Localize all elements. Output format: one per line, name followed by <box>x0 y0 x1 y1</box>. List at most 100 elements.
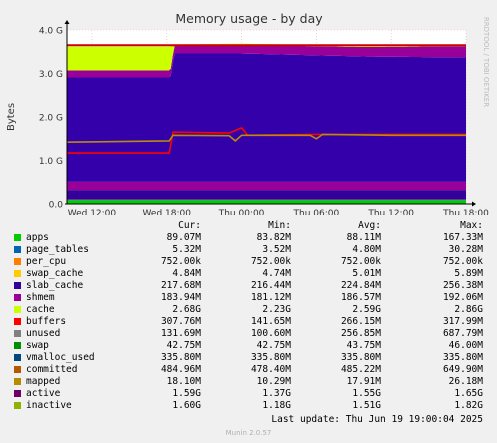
legend-name: vmalloc_used <box>26 352 95 363</box>
legend-name: unused <box>26 328 61 339</box>
legend-min: 478.40M <box>250 364 291 375</box>
legend-swatch <box>14 402 21 409</box>
legend-max: 649.90M <box>442 364 483 375</box>
legend-item: inactive 1.60G 1.18G 1.51G 1.82G <box>0 400 497 412</box>
legend-item: per_cpu 752.00k 752.00k 752.00k 752.00k <box>0 256 497 268</box>
legend-cur: 217.68M <box>160 280 201 291</box>
legend-min: 10.29M <box>256 376 291 387</box>
legend-min: 1.18G <box>262 400 291 411</box>
legend-name: committed <box>26 364 78 375</box>
legend-header-min: Min: <box>268 220 291 231</box>
x-tick-label: Thu 00:00 <box>218 209 265 215</box>
legend-avg: 5.01M <box>352 268 381 279</box>
legend-max: 46.00M <box>448 340 483 351</box>
chart-title: Memory usage - by day <box>175 11 323 26</box>
area-buffers <box>67 45 466 78</box>
legend-swatch <box>14 258 21 265</box>
watermark: RRDTOOL / TOBI OETIKER <box>482 17 490 107</box>
legend-min: 4.74M <box>262 268 291 279</box>
legend-min: 1.37G <box>262 388 291 399</box>
legend-item: swap_cache 4.84M 4.74M 5.01M 5.89M <box>0 268 497 280</box>
legend-name: inactive <box>26 400 72 411</box>
legend-header-avg: Avg: <box>358 220 381 231</box>
line-inactive <box>66 133 466 143</box>
legend-item: vmalloc_used 335.80M 335.80M 335.80M 335.80M <box>0 352 497 364</box>
legend-swatch <box>14 246 21 253</box>
legend-name: buffers <box>26 316 67 327</box>
legend-avg: 1.51G <box>352 400 381 411</box>
legend-max: 30.28M <box>448 244 483 255</box>
legend-name: slab_cache <box>26 280 84 291</box>
legend-name: page_tables <box>26 244 89 255</box>
x-tick-label: Thu 18:00 <box>442 209 489 215</box>
last-update: Last update: Thu Jun 19 19:00:04 2025 <box>271 414 483 425</box>
legend-swatch <box>14 390 21 397</box>
legend-max: 5.89M <box>454 268 483 279</box>
area-apps <box>67 200 466 204</box>
legend-min: 752.00k <box>250 256 291 267</box>
legend-avg: 186.57M <box>340 292 381 303</box>
legend-avg: 266.15M <box>340 316 381 327</box>
legend-swatch <box>14 270 21 277</box>
area-unused <box>67 43 466 71</box>
legend-item: slab_cache 217.68M 216.44M 224.84M 256.38M <box>0 280 497 292</box>
y-tick-label: 3.0 G <box>39 70 63 80</box>
legend-cur: 5.32M <box>172 244 201 255</box>
legend-min: 3.52M <box>262 244 291 255</box>
legend-name: swap_cache <box>26 268 84 279</box>
legend-swatch <box>14 306 21 313</box>
legend-cur: 183.94M <box>160 292 201 303</box>
legend-header: Cur: Min: Avg: Max: <box>0 220 497 232</box>
legend-max: 2.86G <box>454 304 483 315</box>
legend-cur: 18.10M <box>166 376 201 387</box>
legend-cur: 484.96M <box>160 364 201 375</box>
x-axis-arrow <box>472 201 476 207</box>
memory-usage-chart: 0.0 1.0 G 2.0 G 3.0 G 4.0 G Wed 12:00 Wed 18:0… <box>6 11 490 215</box>
legend-cur: 89.07M <box>166 232 201 243</box>
legend-cur: 131.69M <box>160 328 201 339</box>
legend-max: 687.79M <box>442 328 483 339</box>
legend-swatch <box>14 318 21 325</box>
legend-name: shmem <box>26 292 55 303</box>
y-axis-arrow <box>64 20 70 24</box>
area-shmem <box>67 181 466 191</box>
legend-cur: 307.76M <box>160 316 201 327</box>
legend-avg: 2.59G <box>352 304 381 315</box>
legend-item: active 1.59G 1.37G 1.55G 1.65G <box>0 388 497 400</box>
legend-cur: 42.75M <box>166 340 201 351</box>
legend-header-max: Max: <box>460 220 483 231</box>
legend-cur: 335.80M <box>160 352 201 363</box>
legend-swatch <box>14 354 21 361</box>
legend-swatch <box>14 342 21 349</box>
legend-name: mapped <box>26 376 61 387</box>
legend-max: 317.99M <box>442 316 483 327</box>
legend-item: apps 89.07M 83.82M 88.11M 167.33M <box>0 232 497 244</box>
y-tick-label: 2.0 G <box>39 114 63 124</box>
legend-min: 335.80M <box>250 352 291 363</box>
legend-max: 256.38M <box>442 280 483 291</box>
y-axis-label: Bytes <box>6 103 17 131</box>
legend-avg: 224.84M <box>340 280 381 291</box>
x-tick-label: Thu 06:00 <box>293 209 340 215</box>
y-tick-label: 1.0 G <box>39 157 63 167</box>
legend-name: swap <box>26 340 49 351</box>
legend-avg: 485.22M <box>340 364 381 375</box>
legend-min: 216.44M <box>250 280 291 291</box>
legend-item: committed 484.96M 478.40M 485.22M 649.90M <box>0 364 497 376</box>
munin-version: Munin 2.0.57 <box>225 429 272 437</box>
axes: 0.0 1.0 G 2.0 G 3.0 G 4.0 G Wed 12:00 Wed 18:0… <box>39 20 489 215</box>
legend-min: 2.23G <box>262 304 291 315</box>
legend-avg: 4.80M <box>352 244 381 255</box>
y-tick-label: 4.0 G <box>39 27 63 37</box>
legend-swatch <box>14 294 21 301</box>
legend-swatch <box>14 330 21 337</box>
legend-avg: 752.00k <box>340 256 381 267</box>
series-lines <box>66 44 466 154</box>
legend-max: 752.00k <box>442 256 483 267</box>
legend-swatch <box>14 282 21 289</box>
legend-item: shmem 183.94M 181.12M 186.57M 192.06M <box>0 292 497 304</box>
legend-item: swap 42.75M 42.75M 43.75M 46.00M <box>0 340 497 352</box>
legend-avg: 43.75M <box>346 340 381 351</box>
y-tick-label: 0.0 <box>49 201 64 211</box>
legend-item: unused 131.69M 100.60M 256.85M 687.79M <box>0 328 497 340</box>
